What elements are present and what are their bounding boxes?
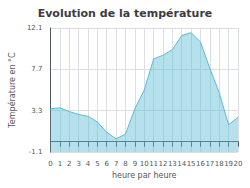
- svg-text:12.1: 12.1: [27, 24, 43, 32]
- svg-text:Evolution de la température: Evolution de la température: [38, 7, 213, 20]
- svg-text:9: 9: [133, 160, 137, 168]
- svg-text:11: 11: [149, 160, 158, 168]
- svg-text:heure par heure: heure par heure: [112, 171, 177, 180]
- svg-text:6: 6: [105, 160, 110, 168]
- svg-text:16: 16: [196, 160, 205, 168]
- svg-text:3.3: 3.3: [31, 107, 42, 115]
- svg-text:8: 8: [123, 160, 127, 168]
- svg-text:12: 12: [159, 160, 168, 168]
- svg-text:0: 0: [48, 160, 52, 168]
- svg-text:1: 1: [58, 160, 62, 168]
- svg-text:-1.1: -1.1: [29, 148, 43, 156]
- svg-text:19: 19: [224, 160, 233, 168]
- svg-text:14: 14: [177, 160, 186, 168]
- svg-text:Température en °C: Température en °C: [7, 52, 17, 129]
- svg-text:2: 2: [67, 160, 71, 168]
- svg-text:4: 4: [86, 160, 91, 168]
- svg-text:7: 7: [114, 160, 118, 168]
- svg-text:17: 17: [205, 160, 214, 168]
- svg-text:20: 20: [234, 160, 243, 168]
- svg-text:13: 13: [168, 160, 177, 168]
- svg-text:18: 18: [215, 160, 224, 168]
- svg-text:5: 5: [95, 160, 99, 168]
- svg-text:7.7: 7.7: [31, 65, 42, 73]
- svg-text:10: 10: [140, 160, 149, 168]
- svg-text:15: 15: [187, 160, 196, 168]
- svg-text:3: 3: [76, 160, 80, 168]
